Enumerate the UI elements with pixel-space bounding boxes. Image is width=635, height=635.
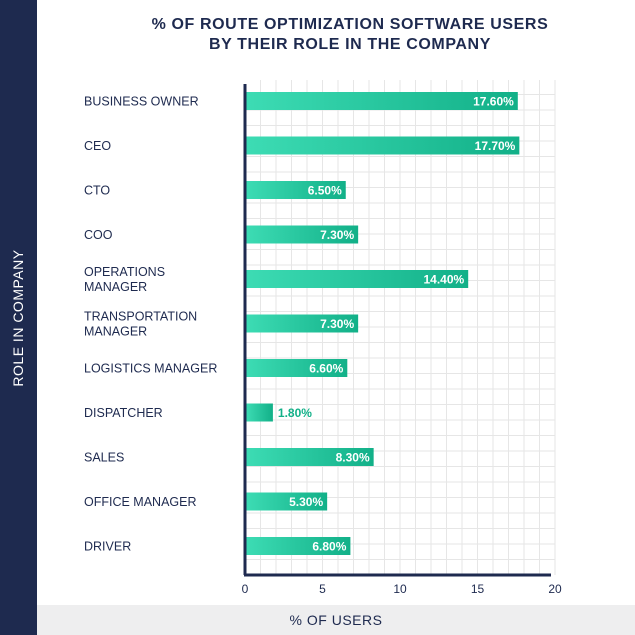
bar [246, 359, 348, 377]
bar-value-label: 6.60% [309, 362, 343, 376]
bar-value-label: 7.30% [320, 228, 354, 242]
bar-value-label: 8.30% [336, 451, 370, 465]
y-axis-band: ROLE IN COMPANY [0, 0, 37, 635]
bar-value-label: 17.70% [475, 139, 516, 153]
category-label: OFFICE MANAGER [84, 495, 197, 509]
x-axis-band: % OF USERS [37, 605, 635, 635]
category-label: LOGISTICS MANAGER [84, 362, 217, 376]
category-label: COO [84, 228, 113, 242]
bar [246, 181, 346, 199]
x-tick-label: 15 [471, 582, 485, 596]
category-label: BUSINESS OWNER [84, 95, 199, 109]
bar [246, 314, 359, 333]
category-label: DISPATCHER [84, 406, 163, 420]
category-label: CTO [84, 184, 110, 198]
bar [246, 225, 359, 244]
chart-title-line-2: BY THEIR ROLE IN THE COMPANY [208, 36, 491, 53]
category-label: OPERATIONS [84, 265, 165, 279]
category-label: DRIVER [84, 540, 131, 554]
x-tick-label: 20 [548, 582, 562, 596]
bar-value-label: 14.40% [423, 273, 464, 287]
bar-value-label: 5.30% [289, 495, 323, 509]
category-label: SALES [84, 451, 124, 465]
bar-value-label: 6.80% [312, 540, 346, 554]
category-label: MANAGER [84, 325, 147, 339]
bar [246, 448, 374, 466]
chart-title-line-1: % OF ROUTE OPTIMIZATION SOFTWARE USERS [151, 16, 549, 33]
bar [246, 537, 351, 555]
bar-value-label: 6.50% [308, 184, 342, 198]
category-label: CEO [84, 139, 111, 153]
bar [246, 92, 518, 110]
bar-chart: 17.60% BUSINESS OWNER 17.70% CEO 6.50% CTO 7.3… [84, 80, 562, 597]
x-axis-title: % OF USERS [289, 612, 383, 628]
bar [246, 136, 520, 155]
x-tick-label: 5 [319, 582, 326, 596]
bar [246, 492, 328, 511]
bar-value-label: 1.80% [278, 406, 312, 420]
bar-value-label: 7.30% [320, 317, 354, 331]
axes [243, 84, 551, 577]
bars [246, 92, 520, 555]
category-label: TRANSPORTATION [84, 310, 197, 324]
bar [246, 403, 273, 422]
x-tick-label: 10 [393, 582, 407, 596]
x-tick-label: 0 [242, 582, 249, 596]
category-label: MANAGER [84, 280, 147, 294]
bar-value-label: 17.60% [473, 95, 514, 109]
labels: 17.60% BUSINESS OWNER 17.70% CEO 6.50% CTO 7.3… [84, 95, 562, 597]
bar [246, 270, 469, 288]
